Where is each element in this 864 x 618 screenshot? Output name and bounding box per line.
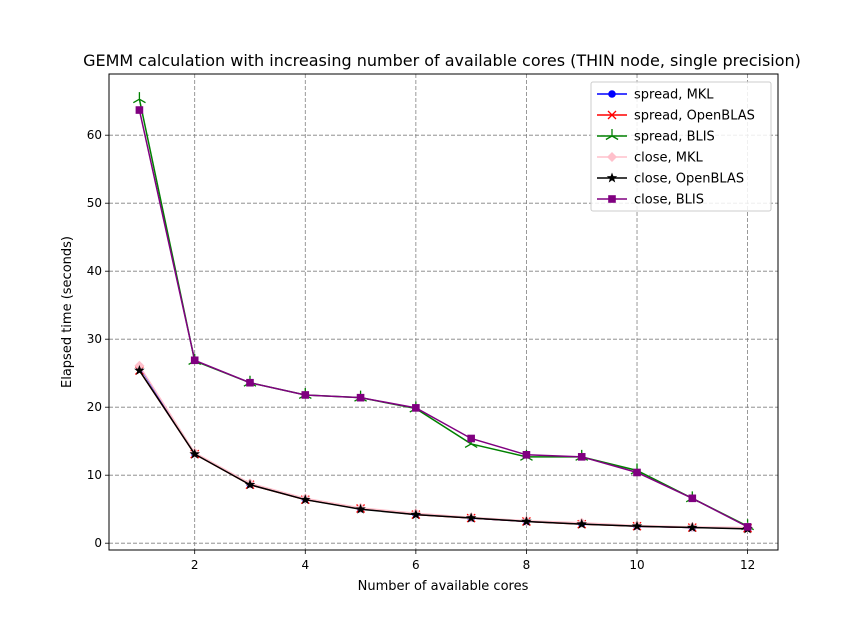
- legend-entry: close, OpenBLAS: [597, 172, 744, 187]
- series-5: [135, 106, 752, 531]
- legend-marker: [606, 172, 618, 183]
- data-point: [465, 512, 477, 523]
- data-point: [743, 523, 752, 531]
- data-point: [633, 468, 641, 477]
- legend-label: close, MKL: [634, 151, 703, 166]
- legend-marker: [608, 90, 616, 98]
- data-point: [576, 518, 587, 529]
- y-axis-label: Elapsed time (seconds): [60, 236, 75, 388]
- data-point: [522, 451, 531, 459]
- y-tick-label: 50: [87, 196, 102, 210]
- data-point: [135, 106, 144, 114]
- y-tick-label: 10: [87, 468, 102, 482]
- series-line: [138, 109, 748, 528]
- data-point: [521, 515, 532, 526]
- data-point: [631, 520, 643, 531]
- data-point: [467, 434, 475, 443]
- legend: spread, MKL spread, OpenBLAS spread, BLIS c…: [590, 81, 772, 212]
- x-tick-label: 6: [412, 558, 420, 572]
- data-point: [300, 494, 311, 505]
- data-point: [189, 448, 200, 459]
- legend-entry: close, MKL: [597, 151, 703, 166]
- legend-entry: spread, MKL: [597, 88, 714, 103]
- y-tick-label: 30: [87, 332, 102, 346]
- legend-box: [590, 81, 772, 212]
- data-point: [132, 92, 146, 104]
- x-tick-label: 4: [301, 558, 309, 572]
- data-point: [356, 393, 365, 402]
- x-tick-label: 12: [740, 558, 755, 572]
- data-point: [687, 522, 698, 533]
- legend-entry: close, BLIS: [597, 193, 704, 208]
- plot-area-frame: [108, 73, 779, 551]
- legend-marker: [605, 129, 619, 141]
- data-point: [412, 404, 420, 412]
- data-point: [688, 494, 697, 503]
- legend-label: spread, BLIS: [634, 130, 715, 145]
- data-point: [355, 503, 366, 514]
- legend-label: spread, MKL: [634, 88, 714, 103]
- axis-ticks: 2 4 6 8 10 12 0 10 20 30 40 50 60: [87, 128, 756, 572]
- legend-entry: spread, BLIS: [597, 129, 715, 145]
- x-axis-label: Number of available cores: [358, 579, 529, 594]
- data-point: [246, 378, 254, 387]
- x-tick-label: 8: [523, 558, 531, 572]
- legend-label: close, BLIS: [634, 193, 704, 208]
- data-point: [190, 356, 199, 365]
- legend-label: close, OpenBLAS: [634, 172, 744, 187]
- legend-marker: [607, 110, 617, 120]
- plot-series: [132, 92, 755, 534]
- grid-lines: [109, 74, 778, 550]
- data-point: [410, 509, 422, 520]
- legend-marker: [608, 195, 616, 203]
- x-tick-label: 2: [191, 558, 199, 572]
- chart-title: GEMM calculation with increasing number …: [83, 51, 801, 70]
- x-tick-label: 10: [629, 558, 644, 572]
- y-tick-label: 40: [87, 264, 102, 278]
- y-tick-label: 0: [94, 536, 102, 550]
- data-point: [244, 479, 256, 490]
- data-point: [301, 391, 310, 399]
- data-point: [134, 364, 145, 375]
- legend-entry: spread, OpenBLAS: [597, 109, 755, 124]
- series-line: [138, 370, 748, 530]
- legend-marker: [607, 152, 617, 162]
- legend-label: spread, OpenBLAS: [634, 109, 755, 124]
- y-tick-label: 20: [87, 400, 102, 414]
- data-point: [577, 453, 586, 461]
- y-tick-label: 60: [87, 128, 102, 142]
